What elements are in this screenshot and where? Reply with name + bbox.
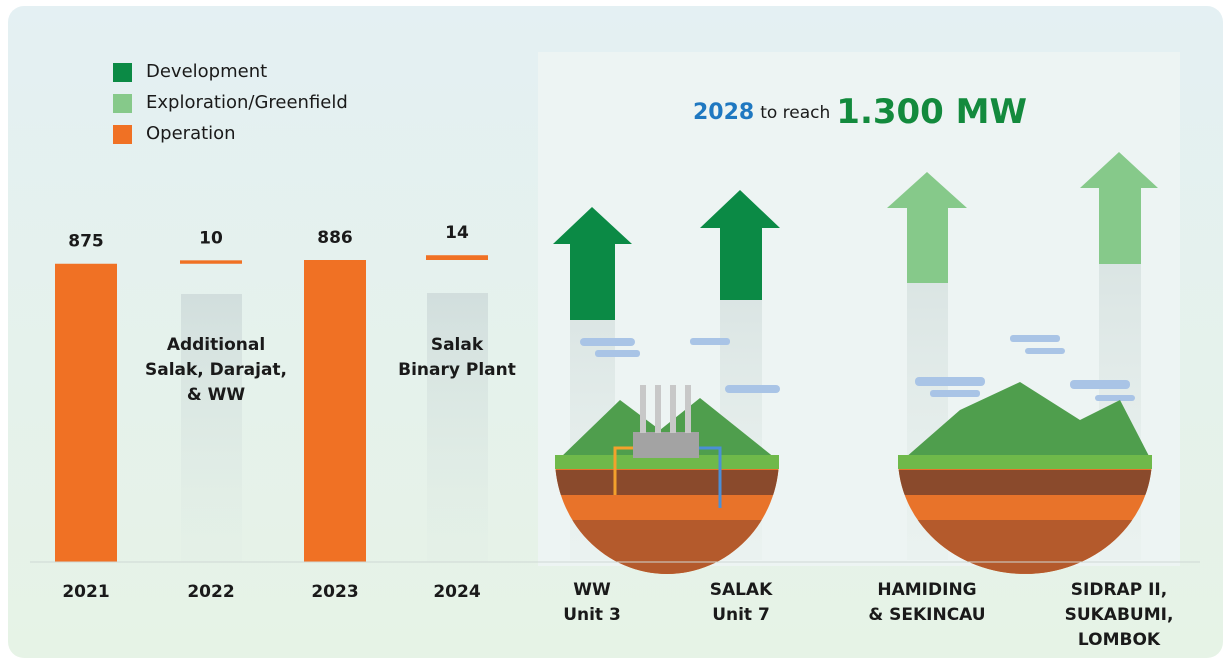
bar [304, 260, 366, 562]
annotation: Salak [431, 335, 484, 355]
legend-label: Development [146, 61, 267, 82]
project-label: & SEKINCAU [868, 605, 985, 625]
bar [180, 260, 242, 263]
x-tick-label: 2021 [62, 582, 109, 602]
headline-text: to reach [760, 103, 830, 123]
headline-target: 1.300 MW [836, 92, 1027, 132]
value-label: 886 [317, 228, 353, 248]
bar [55, 264, 117, 562]
x-tick-label: 2022 [187, 582, 234, 602]
annotation: & WW [187, 385, 245, 405]
headline-year: 2028 [693, 100, 754, 125]
project-label: Unit 7 [712, 605, 770, 625]
project-label: HAMIDING [877, 580, 976, 600]
project-label: Unit 3 [563, 605, 621, 625]
annotation: Salak, Darajat, [145, 360, 287, 380]
annotation: Binary Plant [398, 360, 516, 380]
project-label: SUKABUMI, [1065, 605, 1174, 625]
project-label: LOMBOK [1078, 630, 1161, 650]
annotation: Additional [167, 335, 265, 355]
project-label: WW [573, 580, 611, 600]
x-tick-label: 2023 [311, 582, 358, 602]
infographic: Development Exploration/Greenfield Operati… [0, 0, 1231, 663]
value-label: 875 [68, 232, 104, 252]
legend-swatch [113, 94, 132, 113]
project-label: SIDRAP II, [1071, 580, 1167, 600]
legend-label: Operation [146, 123, 236, 144]
legend-label: Exploration/Greenfield [146, 92, 348, 113]
value-label: 14 [445, 223, 469, 243]
legend-swatch [113, 125, 132, 144]
x-tick-label: 2024 [433, 582, 480, 602]
legend-swatch [113, 63, 132, 82]
value-label: 10 [199, 228, 223, 248]
bar [426, 255, 488, 260]
project-label: SALAK [710, 580, 773, 600]
